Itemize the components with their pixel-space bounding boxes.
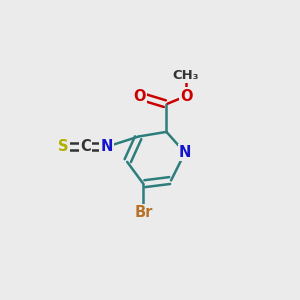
Text: N: N — [100, 140, 112, 154]
Text: O: O — [180, 88, 192, 104]
Text: O: O — [134, 88, 146, 104]
Text: Br: Br — [134, 205, 152, 220]
Text: CH₃: CH₃ — [173, 69, 199, 82]
Text: C: C — [80, 140, 91, 154]
Text: N: N — [179, 145, 191, 160]
Text: S: S — [58, 140, 69, 154]
